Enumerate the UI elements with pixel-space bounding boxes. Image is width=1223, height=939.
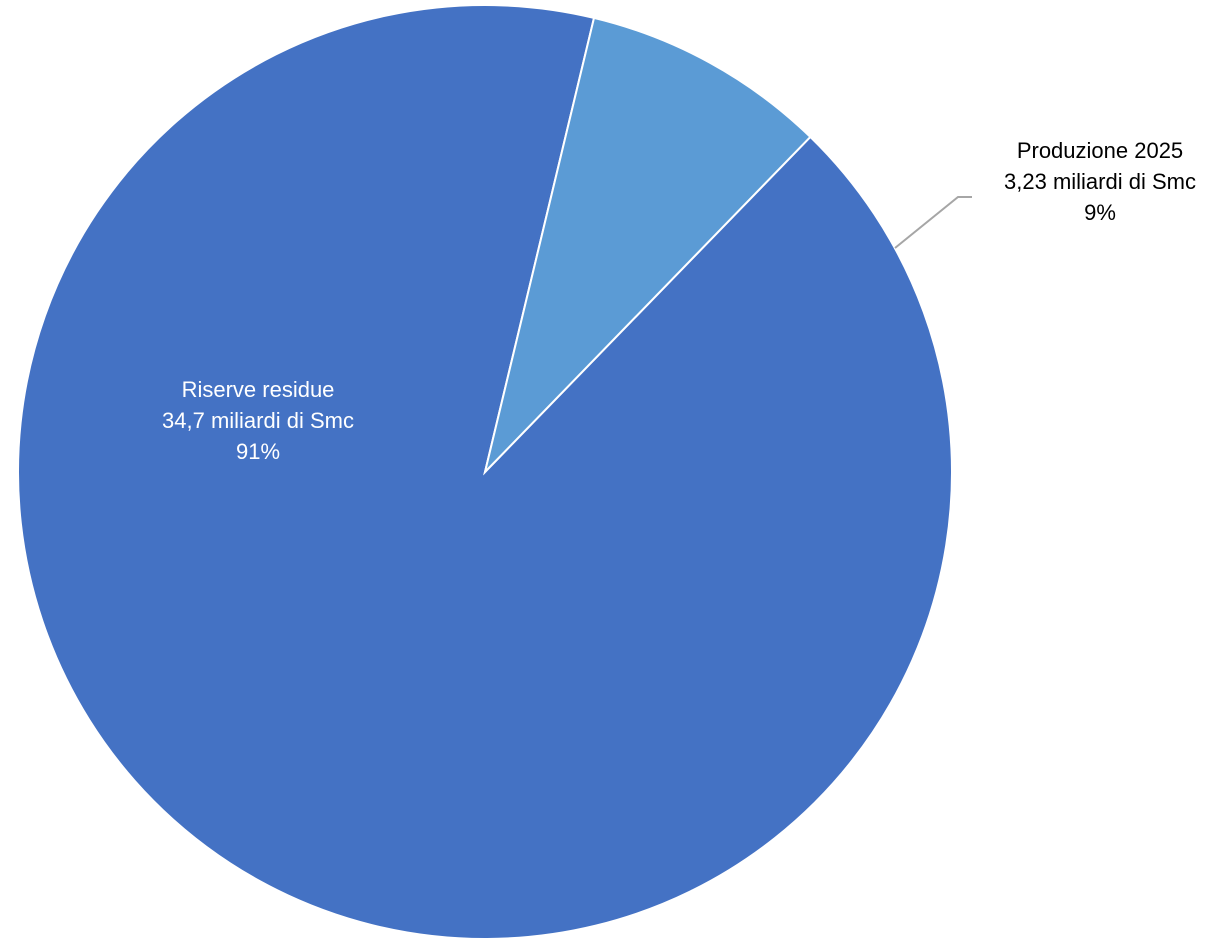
slice-label-value-produzione-2025: 3,23 miliardi di Smc xyxy=(1004,169,1196,194)
pie-slice-produzione-2025 xyxy=(483,16,812,476)
slice-label-percent-riserve-residue: 91% xyxy=(236,439,280,464)
leader-line-produzione-2025 xyxy=(894,196,972,249)
slice-label-name-produzione-2025: Produzione 2025 xyxy=(1017,138,1183,163)
pie-labels: Riserve residue 34,7 miliardi di Smc 91% Pr… xyxy=(162,138,1196,464)
slice-label-value-riserve-residue: 34,7 miliardi di Smc xyxy=(162,408,354,433)
slice-label-name-riserve-residue: Riserve residue xyxy=(182,377,335,402)
pie-slices xyxy=(17,4,953,939)
slice-label-percent-produzione-2025: 9% xyxy=(1084,200,1116,225)
